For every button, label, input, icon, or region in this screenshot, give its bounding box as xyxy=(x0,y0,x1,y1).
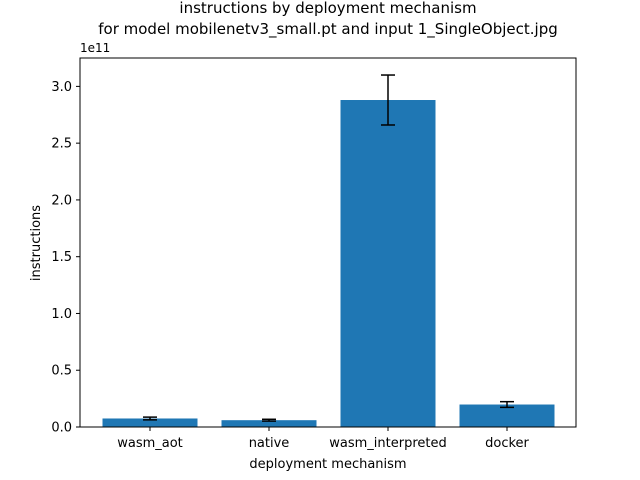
axes-background xyxy=(80,58,576,427)
bar-docker xyxy=(459,404,555,427)
error-bar-docker xyxy=(500,400,514,409)
x-axis: wasm_aot native wasm_interpreted docker xyxy=(117,427,530,451)
y-tick-label-1: 0.5 xyxy=(51,364,72,379)
y-tick-label-0: 0.0 xyxy=(51,421,72,436)
y-axis: 0.0 0.5 1.0 1.5 2.0 2.5 3.0 xyxy=(51,80,80,436)
y-axis-label: instructions xyxy=(29,205,44,281)
x-tick-label-native: native xyxy=(249,436,290,451)
chart-title-line2: for model mobilenetv3_small.pt and input… xyxy=(98,20,558,39)
plot-area xyxy=(79,57,577,428)
axes-frame xyxy=(79,57,577,428)
bars-group xyxy=(102,100,555,428)
x-tick-label-wasm_aot: wasm_aot xyxy=(117,436,183,451)
chart-title-line1: instructions by deployment mechanism xyxy=(179,0,476,17)
y-tick-label-5: 2.5 xyxy=(51,137,72,152)
error-bar-wasm_aot xyxy=(143,416,157,421)
bar-wasm_aot xyxy=(102,418,198,427)
y-multiplier-label: 1e11 xyxy=(80,41,110,55)
error-bar-native xyxy=(262,418,276,422)
y-tick-label-3: 1.5 xyxy=(51,250,72,265)
x-tick-label-wasm_interpreted: wasm_interpreted xyxy=(329,436,446,451)
y-tick-label-6: 3.0 xyxy=(51,80,72,95)
bar-wasm_interpreted xyxy=(340,100,436,428)
x-tick-label-docker: docker xyxy=(485,436,529,451)
y-tick-label-2: 1.0 xyxy=(51,307,72,322)
error-bar-wasm_interpreted xyxy=(381,74,395,126)
bar-native xyxy=(221,420,317,427)
error-bars-group xyxy=(143,74,514,422)
x-axis-label: deployment mechanism xyxy=(249,457,406,472)
y-tick-label-4: 2.0 xyxy=(51,193,72,208)
